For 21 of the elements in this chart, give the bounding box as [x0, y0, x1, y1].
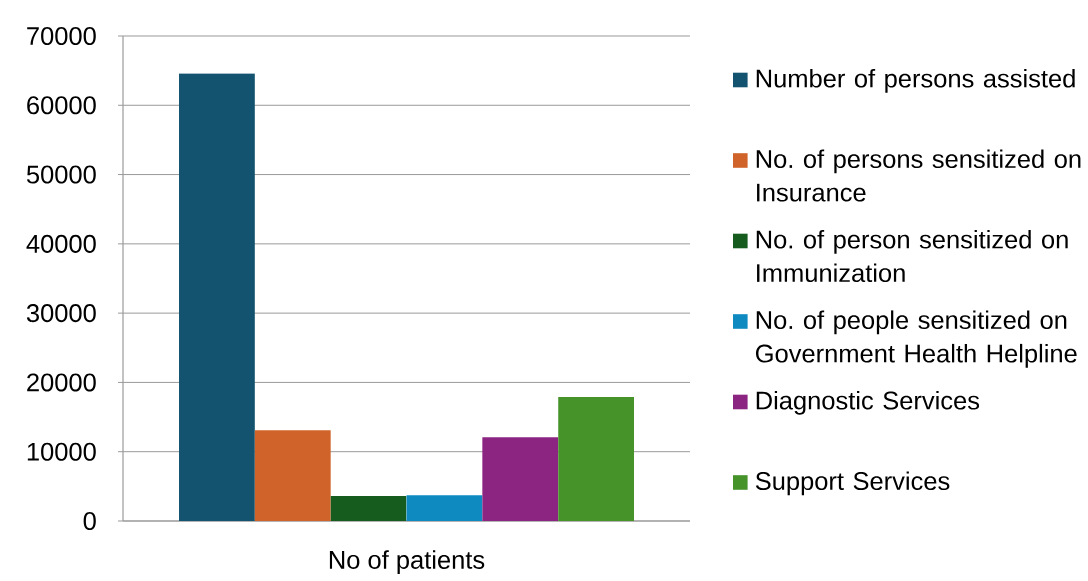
bar: [179, 73, 255, 521]
y-tick-label: 20000: [27, 373, 96, 392]
bar: [254, 430, 331, 521]
y-tick-label: 70000: [27, 26, 96, 46]
legend-label: No. of persons sensitized on Insurance: [756, 149, 1081, 202]
legend-label: Diagnostic Services: [756, 390, 980, 415]
y-tick-label: 30000: [26, 304, 96, 323]
y-tick-label: 40000: [26, 234, 96, 253]
bar: [558, 396, 634, 521]
y-tick-label: 60000: [27, 96, 96, 115]
bar: [330, 496, 407, 521]
legend-label: Number of persons assisted: [756, 68, 1075, 93]
x-tick-label: No of patients: [329, 550, 485, 574]
y-tick-label: 0: [83, 511, 96, 531]
legend-label: Support Services: [755, 471, 950, 496]
y-tick-label: 10000: [27, 442, 96, 461]
legend-label: No. of person sensitized on Immunization: [756, 229, 1068, 283]
y-tick-label: 50000: [26, 165, 96, 184]
bar: [406, 495, 483, 521]
legend-label: No. of people sensitized on Government Health Helpline: [755, 310, 1077, 368]
bar: [482, 437, 559, 521]
